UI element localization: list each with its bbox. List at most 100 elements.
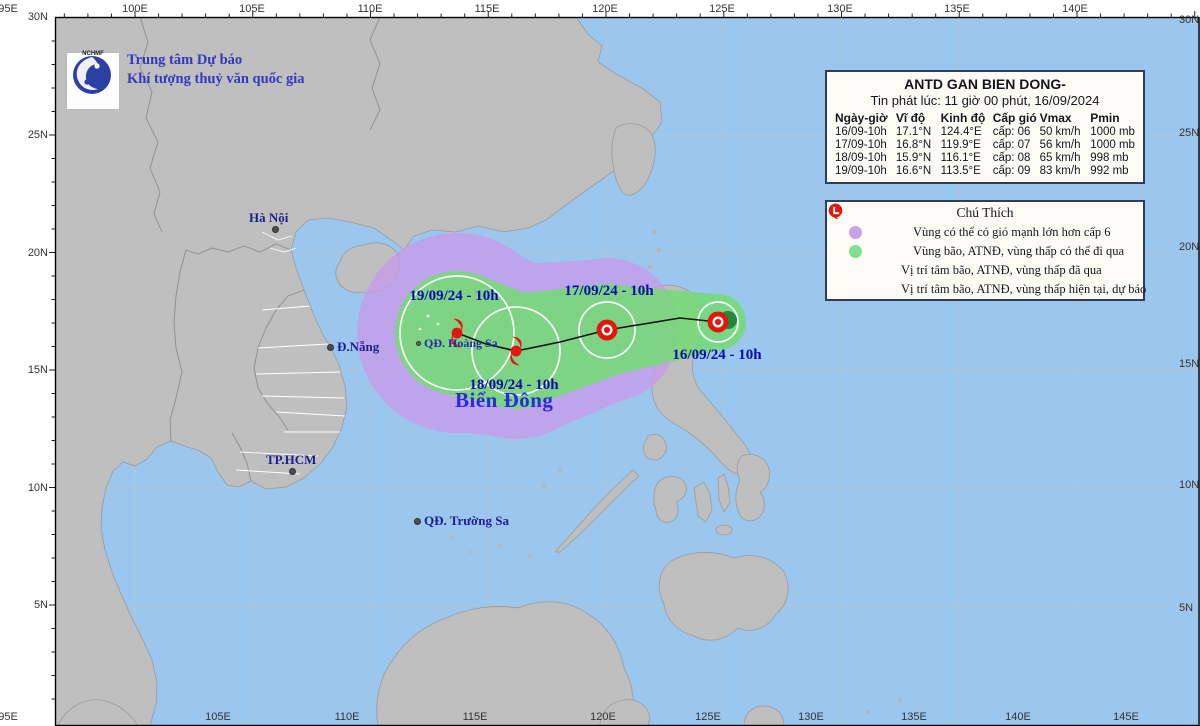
mindanao-island: [658, 552, 789, 641]
cell: cấp: 09: [992, 165, 1031, 177]
cell: 998 mb: [1090, 152, 1129, 164]
storm-title: ANTD GAN BIEN DONG-: [904, 76, 1066, 92]
col-header: Cấp gió: [992, 111, 1037, 125]
city-label-danang: Đ.Nẵng: [337, 339, 380, 354]
cell: 124.4°E: [940, 126, 982, 138]
cell: 116.1°E: [940, 152, 981, 164]
low-forecast-icon: [828, 203, 843, 218]
cell: 1000 mb: [1090, 139, 1135, 151]
track-date-label-17: 17/09/24 - 10h: [564, 283, 654, 299]
cell: 16.6°N: [895, 165, 932, 177]
legend-item: Vùng bão, ATNĐ, vùng thấp có thể đi qua: [833, 242, 1137, 261]
table-row: 17/09-10h 16.8°N 119.9°E cấp: 07 56 km/h…: [834, 138, 1136, 151]
city-marker-hanoi: [272, 226, 279, 233]
axis-label: 145E: [1113, 711, 1139, 723]
cell: 16/09-10h: [835, 126, 887, 138]
cell: cấp: 07: [992, 139, 1031, 151]
table-row: 18/09-10h 15.9°N 116.1°E cấp: 08 65 km/h…: [834, 151, 1136, 164]
nchmf-emblem-icon: [73, 56, 111, 94]
island-marker-hoangsa: [416, 341, 421, 346]
axis-label: 15N: [1179, 358, 1200, 370]
purple-zone-icon: [849, 226, 862, 239]
col-header: Vmax: [1039, 111, 1072, 125]
axis-label: 10N: [27, 482, 48, 494]
axis-label: 110E: [334, 711, 360, 723]
island-marker-truongsa: [414, 518, 421, 525]
axis-label: 95E: [0, 711, 18, 723]
axis-label: 115E: [462, 711, 488, 723]
track-date-label-19: 19/09/24 - 10h: [409, 288, 499, 304]
axis-label: 20N: [1179, 241, 1200, 253]
cell: 992 mb: [1090, 165, 1129, 177]
track-date-label-18: 18/09/24 - 10h: [469, 377, 559, 393]
axis-label: 115E: [474, 3, 500, 15]
axis-label: 25N: [27, 129, 48, 141]
axis-label: 130E: [827, 3, 853, 15]
cell: cấp: 08: [992, 152, 1031, 164]
table-header-row: Ngày-giờ Vĩ độ Kinh độ Cấp gió Vmax Pmin: [834, 111, 1136, 125]
axis-label: 120E: [590, 711, 616, 723]
axis-label: 125E: [709, 3, 735, 15]
org-name-line2: Khí tượng thuỷ văn quốc gia: [127, 71, 305, 87]
col-header: Pmin: [1090, 111, 1120, 125]
col-header: Kinh độ: [940, 111, 986, 125]
issue-time: Tin phát lúc: 11 giờ 00 phút, 16/09/2024: [870, 93, 1100, 108]
cell: 17.1°N: [895, 126, 932, 138]
axis-label: 25N: [1179, 127, 1200, 139]
legend-title: Chú Thích: [956, 205, 1014, 220]
cell: 119.9°E: [940, 139, 981, 151]
cell: 18/09-10h: [835, 152, 887, 164]
nchmf-logo: NCHMF: [66, 51, 120, 110]
legend-box: Chú Thích Vùng có thể có gió mạnh lớn hơ…: [825, 200, 1146, 301]
sea-name-label: Biển Đông: [455, 388, 554, 412]
axis-label: 5N: [1179, 602, 1194, 614]
cell: 50 km/h: [1039, 126, 1081, 138]
cell: 19/09-10h: [835, 165, 887, 177]
cell: 16.8°N: [895, 139, 932, 151]
table-row: 19/09-10h 16.6°N 113.5°E cấp: 09 83 km/h…: [834, 164, 1136, 177]
cell: 15.9°N: [895, 152, 932, 164]
table-row: 16/09-10h 17.1°N 124.4°E cấp: 06 50 km/h…: [834, 125, 1136, 138]
island-label-hoangsa: QĐ. Hoàng Sa: [424, 336, 498, 350]
axis-ticks: [49, 11, 1196, 700]
axis-label: 140E: [1005, 711, 1031, 723]
legend-item: Vị trí tâm bão, ATNĐ, vùng thấp hiện tại…: [828, 203, 1146, 299]
axis-label: 20N: [27, 247, 48, 259]
cell: 65 km/h: [1039, 152, 1081, 164]
legend-label: Vùng có thể có gió mạnh lớn hơn cấp 6: [913, 225, 1111, 239]
paracel-islets: [418, 314, 440, 331]
axis-label: 105E: [239, 3, 265, 15]
legend-label: Vị trí tâm bão, ATNĐ, vùng thấp đã qua: [901, 263, 1102, 277]
col-header: Ngày-giờ: [835, 111, 888, 125]
green-zone-icon: [849, 245, 862, 258]
org-name-line1: Trung tâm Dự báo: [127, 52, 243, 68]
cell: 113.5°E: [940, 165, 981, 177]
axis-label: 130E: [798, 711, 824, 723]
storm-marker-16-09: [707, 311, 729, 333]
col-header: Vĩ độ: [895, 111, 926, 125]
cell: 83 km/h: [1039, 165, 1081, 177]
axis-label: 10N: [1179, 479, 1200, 491]
legend-label: Vị trí tâm bão, ATNĐ, vùng thấp hiện tại…: [901, 282, 1147, 296]
mainland-asia: [55, 17, 663, 726]
axis-label: 30N: [1179, 14, 1200, 26]
cell: 17/09-10h: [835, 139, 887, 151]
city-label-hanoi: Hà Nội: [249, 210, 289, 225]
axis-label: 95E: [0, 3, 18, 15]
legend-label: Vùng bão, ATNĐ, vùng thấp có thể đi qua: [913, 244, 1125, 258]
axis-label: 125E: [695, 711, 721, 723]
axis-label: 135E: [944, 3, 970, 15]
cell: 56 km/h: [1039, 139, 1081, 151]
track-date-label-16: 16/09/24 - 10h: [672, 347, 762, 363]
logo-caption: NCHMF: [82, 51, 104, 57]
palawan-island: [554, 469, 640, 553]
uncertainty-circles: [399, 275, 739, 396]
axis-label: 30N: [27, 11, 48, 23]
axis-label: 105E: [205, 711, 231, 723]
axis-label: 110E: [357, 3, 383, 15]
island-label-truongsa: QĐ. Trường Sa: [424, 513, 509, 528]
axis-label: 135E: [901, 711, 927, 723]
axis-label: 100E: [122, 3, 148, 15]
city-marker-danang: [327, 344, 334, 351]
